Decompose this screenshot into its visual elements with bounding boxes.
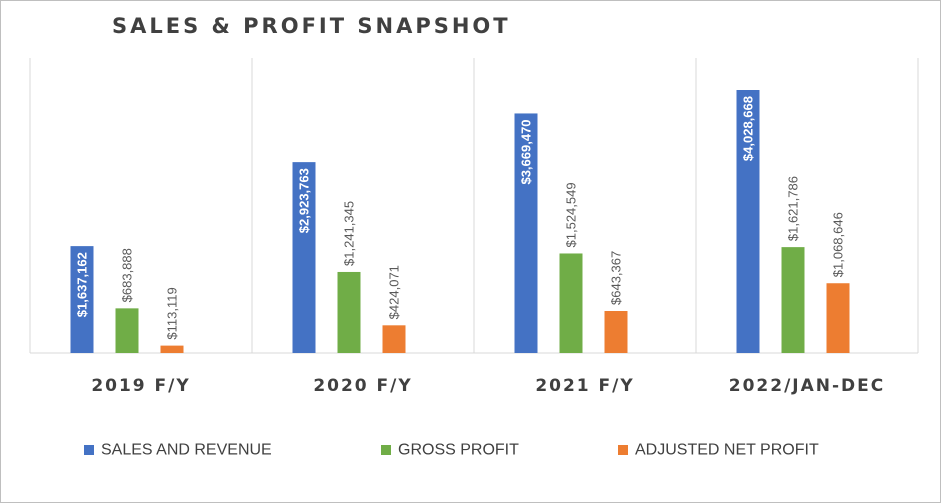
category-label: 2020 F/Y — [313, 376, 412, 396]
bar — [382, 325, 406, 353]
bar — [736, 90, 760, 353]
legend-label: GROSS PROFIT — [398, 442, 519, 459]
bar — [826, 283, 850, 353]
data-label: $683,888 — [120, 248, 135, 302]
bar — [115, 308, 139, 353]
category-label: 2021 F/Y — [535, 376, 634, 396]
data-label: $643,367 — [609, 251, 624, 305]
data-label: $1,068,646 — [831, 212, 846, 277]
data-label: $424,071 — [387, 265, 402, 319]
legend-label: ADJUSTED NET PROFIT — [635, 442, 819, 459]
chart-title: SALES & PROFIT SNAPSHOT — [112, 14, 511, 38]
category-label: 2019 F/Y — [91, 376, 190, 396]
bar — [781, 247, 805, 353]
category-label: 2022/JAN-DEC — [729, 376, 886, 396]
bar — [292, 162, 316, 353]
bar — [160, 345, 184, 353]
legend-swatch — [618, 445, 628, 455]
data-label: $1,524,549 — [564, 182, 579, 247]
legend-swatch — [381, 445, 391, 455]
bar — [70, 246, 94, 353]
data-label: $1,241,345 — [342, 201, 357, 266]
bar — [559, 253, 583, 353]
bar — [604, 310, 628, 353]
data-label: $1,637,162 — [75, 252, 90, 317]
bar — [514, 113, 538, 353]
data-label: $2,923,763 — [297, 168, 312, 233]
legend-label: SALES AND REVENUE — [101, 442, 272, 459]
bar — [337, 271, 361, 353]
data-label: $113,119 — [165, 287, 180, 339]
data-label: $1,621,786 — [786, 176, 801, 241]
data-label: $3,669,470 — [519, 119, 534, 184]
legend-swatch — [84, 445, 94, 455]
data-label: $4,028,668 — [741, 96, 756, 161]
